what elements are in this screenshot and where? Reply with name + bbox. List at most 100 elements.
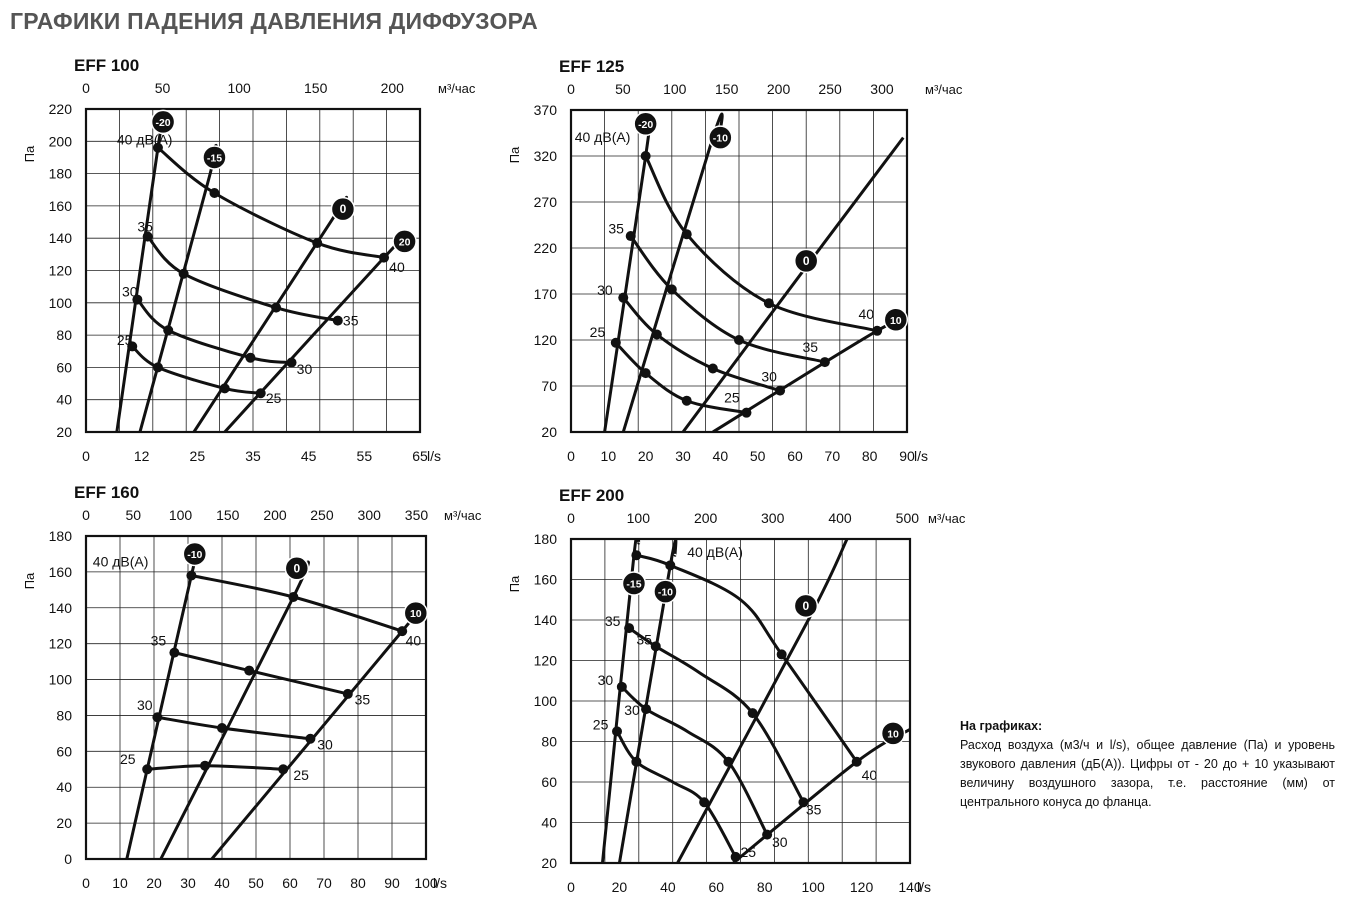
intersection-dot [798,797,809,808]
top-tick-label: 50 [155,80,171,96]
intersection-dot [730,851,741,862]
sound-level-curve [644,155,878,333]
x-tick-label: 140 [898,879,922,895]
intersection-dot [763,298,774,309]
top-tick-label: 250 [818,81,842,97]
x-tick-label: 30 [675,448,691,464]
top-tick-label: 200 [263,507,287,523]
gap-marker-label: -10 [658,587,673,599]
top-tick-label: 300 [761,510,785,526]
gap-marker [793,248,819,274]
top-axis-label: м³/час [925,82,963,97]
intersection-dot [186,570,197,581]
y-tick-label: 320 [534,148,558,164]
intersection-dot [734,335,744,345]
curve-label: 40 дВ(А) [117,132,173,148]
top-tick-label: 0 [82,507,90,523]
y-tick-label: 180 [534,531,558,547]
curve-label: 25 [266,390,282,406]
gap-marker-label: 0 [803,254,810,268]
intersection-dot [152,142,163,153]
curve-label: 40 [406,632,422,648]
chart-eff-125: EFF 125 20 70 120 170 220 270 320 370 Па 0 10 20 30 40… [507,57,963,464]
curves [603,112,907,432]
x-tick-label: 60 [787,448,803,464]
y-tick-label: 140 [49,600,73,616]
gap-marker [202,145,227,170]
curves [115,115,406,432]
x-tick-label: 0 [567,879,575,895]
curve-label: 40 дВ(А) [575,129,631,145]
y-tick-label: 80 [56,707,72,723]
intersection-dot [641,704,652,715]
gap-marker-label: 10 [890,315,902,327]
curve-label: 40 [862,767,878,783]
intersection-dot [776,649,787,660]
x-tick-label: 60 [282,875,298,891]
gap-marker [708,125,733,150]
y-tick-label: 100 [49,672,73,688]
gap-marker-label: 0 [293,561,300,575]
x-tick-label: 60 [708,879,724,895]
top-tick-label: 100 [663,81,687,97]
chart-title: EFF 200 [559,486,624,505]
intersection-dot [707,363,718,374]
curve-label: 25 [120,751,136,767]
curve-label: 35 [802,339,818,355]
gap-marker [330,196,356,222]
curve-label: 25 [593,716,609,732]
curve-label: 25 [741,844,757,860]
chart-title: EFF 100 [74,56,139,75]
gap-marker [284,556,310,581]
x-axis-label: l/s [914,448,928,464]
x-tick-label: 90 [384,875,400,891]
intersection-dot [650,641,661,652]
intersection-dot [397,626,408,637]
y-tick-label: 80 [56,327,72,343]
intersection-dot [625,231,636,242]
gap-marker-label: -15 [207,152,222,164]
intersection-dot [278,764,289,775]
intersection-dot [699,797,710,808]
intersection-dot [288,592,299,603]
y-axis-label: Па [507,146,522,163]
x-tick-label: 20 [612,879,628,895]
y-tick-label: 200 [49,133,73,149]
curve-label: 35 [355,692,371,708]
curve-label: 40 дВ(А) [687,544,743,560]
sound-level-curve [156,146,385,260]
series-line-10 [732,728,910,863]
y-tick-label: 270 [534,194,558,210]
gap-marker [392,229,417,254]
x-tick-label: 0 [82,448,90,464]
sound-level-curve [191,574,403,633]
curve-label: 25 [590,324,606,340]
intersection-dot [819,357,830,368]
sound-level-curve [628,626,805,803]
intersection-dot [723,756,734,767]
top-tick-label: 50 [615,81,631,97]
gap-marker [182,541,208,567]
y-tick-label: 40 [541,815,557,831]
x-tick-label: 70 [825,448,841,464]
y-tick-label: 20 [541,424,557,440]
x-axis-label: l/s [427,448,441,464]
x-tick-label: 120 [850,879,874,895]
curve-label: 30 [317,737,333,753]
intersection-dot [681,395,692,406]
x-tick-label: 0 [567,448,575,464]
intersection-dot [612,726,623,737]
x-tick-label: 45 [301,448,317,464]
intersection-dot [851,756,862,767]
gap-marker [633,111,658,137]
intersection-dot [631,550,642,561]
intersection-dot [217,723,227,734]
intersection-dot [747,708,758,719]
top-tick-label: 400 [828,510,852,526]
x-tick-label: 20 [146,875,162,891]
top-tick-label: 100 [169,507,193,523]
y-axis-label: Па [22,572,37,589]
